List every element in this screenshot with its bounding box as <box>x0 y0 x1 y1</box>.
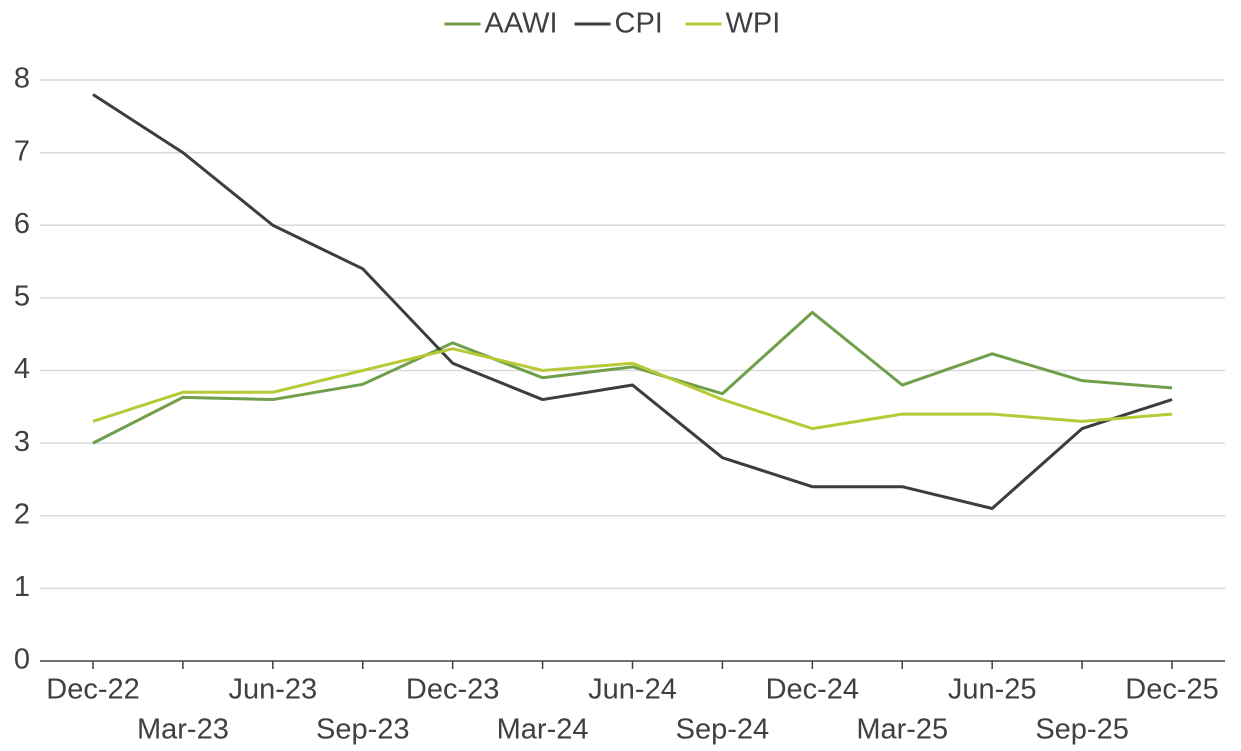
x-tick-label: Jun-24 <box>588 674 677 706</box>
y-tick-label: 5 <box>14 281 30 313</box>
y-tick-label: 8 <box>14 63 30 95</box>
x-tick-label: Dec-24 <box>766 674 860 706</box>
x-tick-label: Dec-23 <box>406 674 500 706</box>
y-tick-label: 2 <box>14 498 30 530</box>
line-series <box>92 347 1173 431</box>
y-tick-label: 0 <box>14 644 30 676</box>
x-tick-label: Mar-23 <box>137 714 229 746</box>
y-tick-label: 6 <box>14 208 30 240</box>
x-tick-label: Sep-24 <box>676 714 770 746</box>
x-tick-label: Sep-23 <box>316 714 410 746</box>
x-tick-label: Mar-25 <box>856 714 948 746</box>
y-tick-label: 4 <box>14 353 30 385</box>
line-series <box>92 93 1173 510</box>
x-tick-label: Jun-23 <box>228 674 317 706</box>
x-tick-label: Jun-25 <box>948 674 1037 706</box>
legend-label: CPI <box>615 8 663 40</box>
y-tick-label: 3 <box>14 426 30 458</box>
x-tick-label: Sep-25 <box>1035 714 1129 746</box>
x-tick-label: Dec-22 <box>46 674 140 706</box>
y-tick-label: 1 <box>14 571 30 603</box>
legend-label: WPI <box>726 8 781 40</box>
legend-label: AAWI <box>485 8 558 40</box>
line-series <box>92 310 1173 445</box>
y-tick-label: 7 <box>14 135 30 167</box>
x-tick-label: Dec-25 <box>1125 674 1219 706</box>
x-tick-label: Mar-24 <box>497 714 589 746</box>
